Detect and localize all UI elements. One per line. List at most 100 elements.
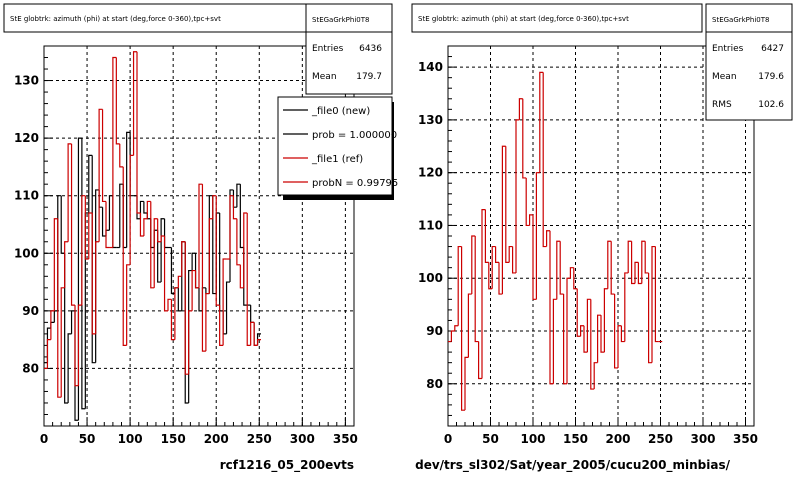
right-stats-label-entries: Entries — [712, 44, 744, 54]
histogram-bin-ref — [143, 218, 148, 236]
right-stats-box: StEGaGrkPhi0T8 Entries 6427 Mean 179.6 R… — [705, 3, 793, 121]
histogram-bin-new — [108, 195, 113, 231]
x-tick-label: 300 — [290, 432, 315, 446]
histogram-bin-ref — [637, 262, 642, 285]
histogram-bin-new — [67, 333, 72, 403]
x-tick-label: 100 — [520, 432, 545, 446]
x-tick-label: 250 — [648, 432, 673, 446]
y-tick-label: 80 — [426, 377, 443, 391]
histogram-bin-ref — [549, 230, 554, 385]
y-tick-label: 110 — [418, 218, 443, 232]
right-plot-frame — [447, 45, 755, 427]
legend-label-1: prob = 1.000000 — [312, 130, 397, 141]
histogram-bin-ref — [556, 240, 561, 300]
histogram-bin-ref — [163, 236, 168, 312]
y-tick-label: 90 — [22, 304, 39, 318]
histogram-bin-new — [198, 287, 203, 312]
histogram-bin-ref — [495, 246, 499, 263]
histogram-bin-ref — [256, 339, 261, 346]
right-stats-frame — [705, 3, 793, 121]
histogram-bin-ref — [563, 294, 567, 385]
histogram-bin-ref — [198, 183, 203, 288]
histogram-bin-ref — [60, 287, 65, 398]
histogram-bin-ref — [593, 362, 598, 390]
histogram-bin-ref — [525, 177, 530, 227]
left-chart-title: StE globtrk: azimuth (phi) at start (deg… — [10, 15, 221, 23]
histogram-bin-ref — [122, 166, 127, 346]
histogram-bin-ref — [450, 330, 455, 342]
histogram-bin-new — [170, 247, 175, 295]
histogram-bin-ref — [651, 245, 656, 363]
histogram-bin-ref — [112, 56, 117, 248]
histogram-bin-ref — [208, 218, 213, 294]
y-tick-label: 130 — [418, 113, 443, 127]
right-title-box: StE globtrk: azimuth (phi) at start (deg… — [411, 3, 703, 33]
y-tick-label: 120 — [14, 131, 39, 145]
histogram-bin-new — [177, 287, 182, 312]
histogram-bin-ref — [532, 214, 537, 300]
histogram-bin-ref — [95, 241, 100, 334]
histogram-bin-ref — [129, 154, 134, 265]
histogram-bin-ref — [170, 299, 175, 341]
histogram-bin-ref — [229, 195, 234, 260]
x-tick-label: 50 — [482, 432, 499, 446]
histogram-bin-ref — [167, 298, 172, 311]
histogram-bin-ref — [150, 201, 155, 289]
histogram-bin-ref — [84, 195, 89, 260]
histogram-bin-new — [101, 207, 106, 237]
histogram-bin-ref — [222, 258, 227, 346]
histogram-bin-ref — [105, 201, 110, 249]
histogram-bin-ref — [157, 218, 162, 243]
histogram-bin-ref — [610, 241, 615, 295]
left-stats-label-entries: Entries — [312, 44, 344, 54]
histogram-bin-ref — [188, 310, 193, 375]
histogram-bin-new — [143, 201, 148, 214]
histogram-bin-ref — [539, 71, 544, 173]
histogram-bin-ref — [467, 293, 472, 358]
histogram-bin-ref — [529, 214, 533, 226]
x-tick-label: 300 — [690, 432, 715, 446]
right-stats-value-rms: 102.6 — [758, 100, 784, 110]
histogram-bin-ref — [654, 246, 659, 343]
histogram-bin-ref — [77, 304, 82, 386]
right-stats-name: StEGaGrkPhi0T8 — [712, 16, 769, 24]
histogram-bin-ref — [597, 314, 601, 363]
histogram-bin-ref — [600, 315, 605, 353]
histogram-bin-ref — [471, 235, 476, 295]
x-tick-label: 150 — [563, 432, 588, 446]
histogram-bin-ref — [136, 51, 141, 214]
histogram-bin-ref — [627, 240, 632, 273]
histogram-bin-ref — [70, 143, 75, 306]
left-grid: 0 50 100 150 200 250 300 350 80 90 100 110 120 130 — [14, 45, 358, 446]
histogram-bin-ref — [50, 310, 55, 340]
histogram-bin-ref — [101, 109, 106, 203]
histogram-bin-ref — [535, 172, 540, 300]
histogram-bin-ref — [67, 143, 72, 242]
x-tick-label: 350 — [333, 432, 358, 446]
histogram-bin-ref — [590, 299, 595, 390]
histogram-bin-ref — [566, 277, 571, 384]
left-stats-value-entries: 6436 — [359, 44, 382, 54]
histogram-bin-ref — [74, 305, 79, 387]
histogram-bin-ref — [580, 325, 584, 337]
left-title-box: StE globtrk: azimuth (phi) at start (deg… — [3, 3, 307, 33]
histogram-bin-ref — [126, 264, 131, 346]
histogram-bin-ref — [215, 195, 220, 306]
histogram-bin-ref — [478, 341, 482, 380]
histogram-bin-ref — [81, 195, 86, 306]
x-tick-label: 200 — [605, 432, 630, 446]
histogram-bin-ref — [559, 241, 564, 295]
histogram-bin-ref — [119, 143, 124, 168]
histogram-bin-new — [60, 195, 65, 254]
histogram-bin-ref — [552, 298, 557, 384]
histogram-bin-new — [126, 131, 131, 248]
histogram-bin-new — [225, 281, 230, 334]
histogram-bin-ref — [542, 72, 547, 248]
histogram-bin-ref — [614, 294, 618, 369]
right-series-group — [448, 71, 663, 411]
x-tick-label: 200 — [204, 432, 229, 446]
histogram-bin-ref — [57, 218, 62, 398]
histogram-bin-ref — [91, 212, 96, 335]
histogram-bin-ref — [644, 241, 649, 274]
